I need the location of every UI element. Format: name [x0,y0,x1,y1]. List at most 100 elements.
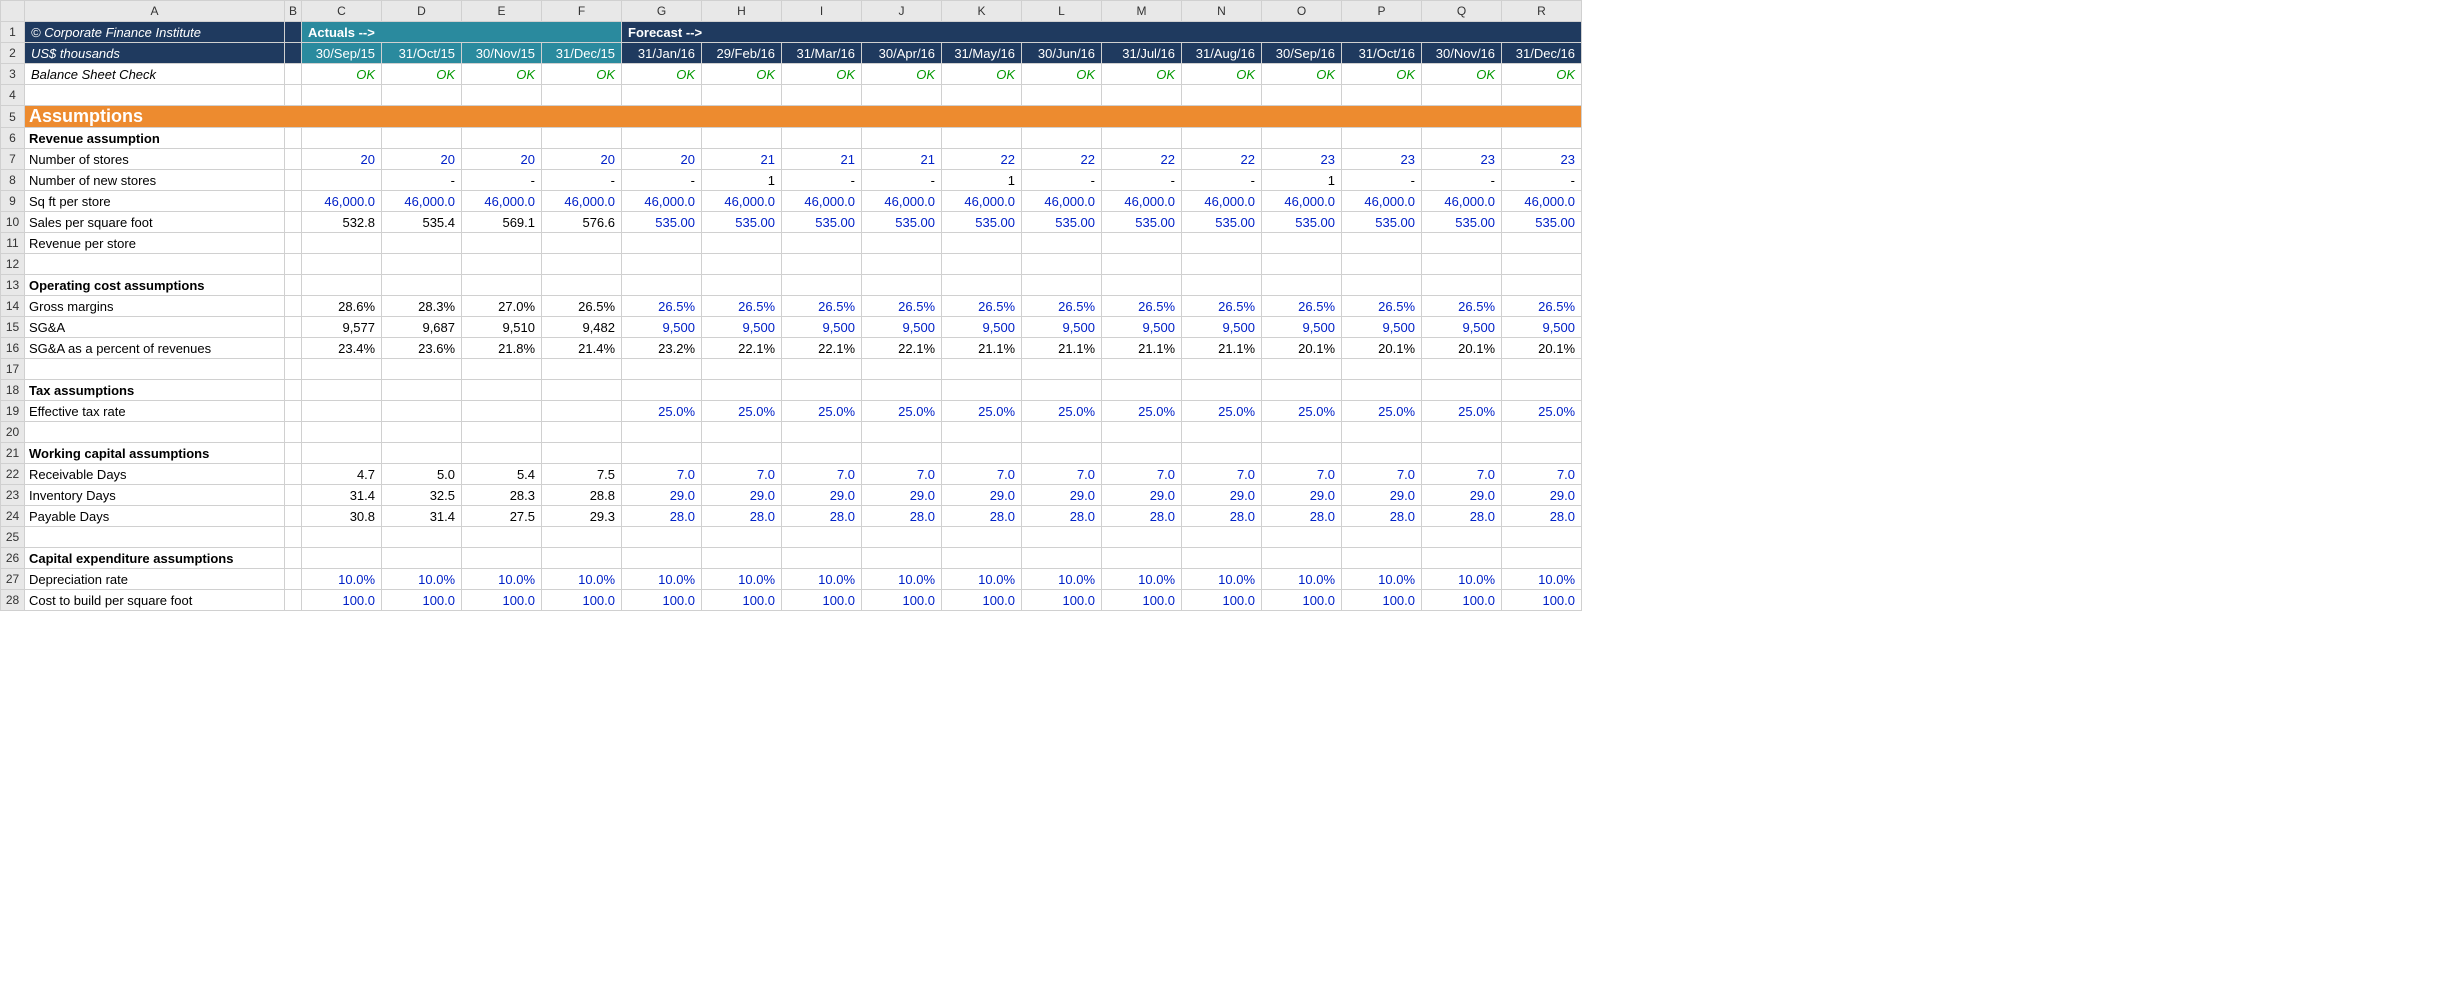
cell[interactable] [1422,85,1502,106]
data-cell[interactable]: 10.0% [622,569,702,590]
data-cell[interactable]: 30.8 [302,506,382,527]
row-header[interactable]: 10 [1,212,25,233]
data-cell[interactable]: 10.0% [782,569,862,590]
data-cell[interactable]: 535.00 [1022,212,1102,233]
data-cell[interactable]: 7.0 [942,464,1022,485]
row-header[interactable]: 23 [1,485,25,506]
cell[interactable] [1262,359,1342,380]
cell[interactable] [1102,254,1182,275]
data-cell[interactable]: - [862,170,942,191]
cell[interactable] [542,443,622,464]
data-cell[interactable]: 26.5% [1422,296,1502,317]
date-header[interactable]: 30/Sep/15 [302,43,382,64]
row-header[interactable]: 24 [1,506,25,527]
cell[interactable] [1342,548,1422,569]
data-cell[interactable]: 100.0 [862,590,942,611]
data-cell[interactable]: 25.0% [862,401,942,422]
row-header[interactable]: 4 [1,85,25,106]
data-cell[interactable]: 9,687 [382,317,462,338]
cell[interactable] [462,254,542,275]
data-cell[interactable]: 28.3 [462,485,542,506]
data-cell[interactable]: 26.5% [1342,296,1422,317]
data-cell[interactable]: - [1182,170,1262,191]
cell[interactable] [462,548,542,569]
cell[interactable] [1422,422,1502,443]
row-header[interactable]: 20 [1,422,25,443]
cell[interactable] [942,527,1022,548]
data-cell[interactable]: 9,500 [702,317,782,338]
data-cell[interactable]: 535.00 [782,212,862,233]
cell[interactable] [702,275,782,296]
cell[interactable] [1182,254,1262,275]
cell[interactable] [285,233,302,254]
cell[interactable] [462,85,542,106]
data-cell[interactable]: 46,000.0 [462,191,542,212]
date-header[interactable]: 31/Jan/16 [622,43,702,64]
cell[interactable] [1502,527,1582,548]
col-header[interactable]: C [302,1,382,22]
cell[interactable] [302,443,382,464]
col-header[interactable]: J [862,1,942,22]
data-cell[interactable]: - [1022,170,1102,191]
cell[interactable] [25,254,285,275]
data-cell[interactable]: 25.0% [1262,401,1342,422]
cell[interactable] [285,191,302,212]
data-cell[interactable]: 29.0 [622,485,702,506]
cell[interactable] [1262,380,1342,401]
data-cell[interactable]: 20.1% [1262,338,1342,359]
cell[interactable] [702,359,782,380]
cell[interactable] [1502,548,1582,569]
section-banner[interactable]: Assumptions [25,106,1582,128]
balance-check-label[interactable]: Balance Sheet Check [25,64,285,85]
data-cell[interactable]: 28.0 [1102,506,1182,527]
data-cell[interactable]: 7.0 [622,464,702,485]
cell[interactable] [382,85,462,106]
data-cell[interactable]: 10.0% [382,569,462,590]
data-cell[interactable]: 27.5 [462,506,542,527]
cell[interactable] [1022,254,1102,275]
cell[interactable] [942,548,1022,569]
cell[interactable] [462,527,542,548]
data-cell[interactable]: - [542,170,622,191]
cell[interactable] [285,443,302,464]
cell[interactable] [702,254,782,275]
cell[interactable] [302,275,382,296]
row-label[interactable]: Payable Days [25,506,285,527]
cell[interactable] [285,359,302,380]
cell[interactable] [462,422,542,443]
cell[interactable] [285,149,302,170]
col-header[interactable]: N [1182,1,1262,22]
data-cell[interactable]: 32.5 [382,485,462,506]
units-cell[interactable]: US$ thousands [25,43,285,64]
date-header[interactable]: 30/Nov/16 [1422,43,1502,64]
cell[interactable] [285,338,302,359]
data-cell[interactable]: 21.1% [1102,338,1182,359]
cell[interactable] [1262,85,1342,106]
data-cell[interactable]: 535.00 [702,212,782,233]
cell[interactable] [285,296,302,317]
data-cell[interactable]: 29.0 [1022,485,1102,506]
data-cell[interactable]: 10.0% [1502,569,1582,590]
cell[interactable] [1182,443,1262,464]
cell[interactable] [1022,85,1102,106]
date-header[interactable]: 29/Feb/16 [702,43,782,64]
cell[interactable] [542,359,622,380]
row-header[interactable]: 25 [1,527,25,548]
data-cell[interactable]: 20.1% [1342,338,1422,359]
data-cell[interactable]: 535.4 [382,212,462,233]
cell[interactable] [782,254,862,275]
balance-check-ok[interactable]: OK [462,64,542,85]
data-cell[interactable]: 28.0 [862,506,942,527]
cell[interactable] [285,317,302,338]
cell[interactable] [382,422,462,443]
data-cell[interactable]: 46,000.0 [862,191,942,212]
data-cell[interactable]: 100.0 [1182,590,1262,611]
balance-check-ok[interactable]: OK [1022,64,1102,85]
row-label[interactable]: Sales per square foot [25,212,285,233]
data-cell[interactable]: 28.0 [622,506,702,527]
cell[interactable] [1102,548,1182,569]
data-cell[interactable]: 28.3% [382,296,462,317]
row-header[interactable]: 19 [1,401,25,422]
cell[interactable] [542,128,622,149]
row-label[interactable]: Receivable Days [25,464,285,485]
